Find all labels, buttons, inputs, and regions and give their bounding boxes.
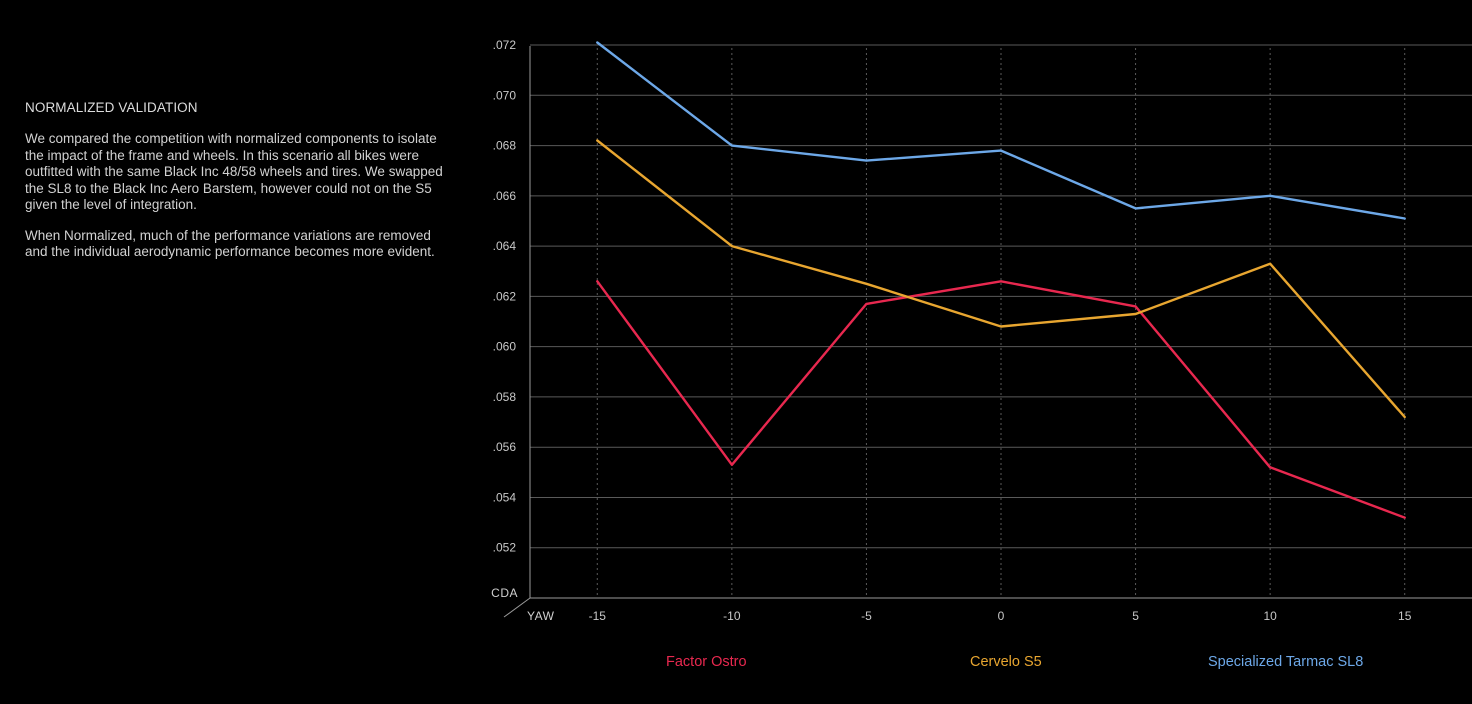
y-tick-label: .054 [493,490,517,504]
tick-labels: .052 .054 .056 .058 .060 .062 .064 .066 .068 .070… [493,38,1412,623]
y-tick-label: .072 [493,38,517,52]
panel-paragraph-1: We compared the competition with normali… [25,131,443,212]
legend-cervelo-s5: Cervelo S5 [970,654,1042,670]
series-line-0 [596,280,1406,519]
series-line-2 [596,41,1406,220]
x-tick-label: -10 [723,609,741,623]
y-tick-label: .052 [493,541,517,555]
x-tick-label: 5 [1132,609,1139,623]
panel-heading: NORMALIZED VALIDATION [25,100,198,115]
y-tick-label: .056 [493,440,517,454]
grid [530,44,1472,598]
y-tick-label: .064 [493,239,517,253]
y-tick-label: .070 [493,88,517,102]
y-axis-label: CDA [491,586,518,600]
axis-corner-diagonal [503,597,531,618]
series-lines [596,41,1406,519]
axes: CDA YAW [491,46,1472,623]
x-tick-label: -15 [589,609,607,623]
y-tick-label: .058 [493,390,517,404]
x-tick-label: 15 [1398,609,1412,623]
x-tick-label: 10 [1263,609,1277,623]
legend-specialized-tarmac-sl8: Specialized Tarmac SL8 [1208,654,1364,670]
y-tick-label: .066 [493,189,517,203]
panel-paragraph-2: When Normalized, much of the performance… [25,227,435,260]
description-panel: NORMALIZED VALIDATION We compared the co… [25,99,445,275]
x-tick-label: -5 [861,609,872,623]
y-tick-label: .068 [493,139,517,153]
x-tick-label: 0 [998,609,1005,623]
series-line-1 [596,139,1406,419]
legend-factor-ostro: Factor Ostro [666,654,747,670]
y-tick-label: .062 [493,289,517,303]
x-axis-label: YAW [527,609,555,623]
y-tick-label: .060 [493,340,517,354]
